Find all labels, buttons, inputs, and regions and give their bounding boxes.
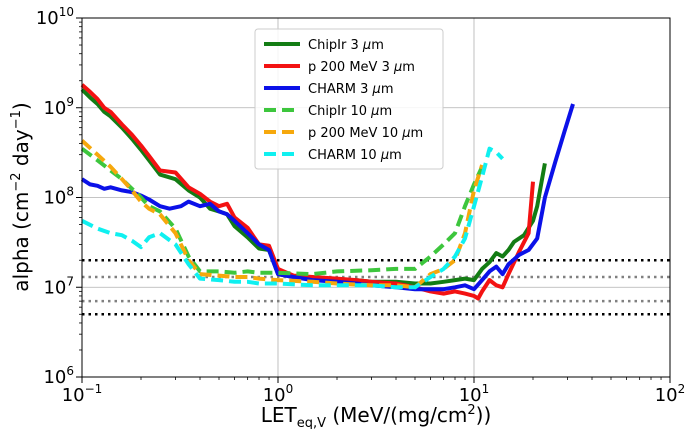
x-tick-label: 101 <box>459 382 490 406</box>
legend-label: CHARM 10 μm <box>308 148 402 163</box>
series-line <box>80 147 484 277</box>
legend-label: ChipIr 3 μm <box>308 38 384 53</box>
y-tick-label: 106 <box>43 364 74 388</box>
y-tick-label: 109 <box>43 95 74 119</box>
series-line <box>80 103 575 292</box>
series-line <box>80 139 485 290</box>
series-line <box>81 146 505 290</box>
x-tick-label: 102 <box>655 382 686 406</box>
y-tick-label: 1010 <box>36 5 74 29</box>
y-tick-label: 107 <box>43 274 74 298</box>
legend-label: p 200 MeV 10 μm <box>308 126 423 141</box>
reference-lines <box>82 258 670 316</box>
series-lines <box>80 83 575 301</box>
legend-label: ChipIr 10 μm <box>308 104 392 119</box>
y-tick-label: 108 <box>43 185 74 209</box>
legend-box <box>254 28 444 170</box>
legend: ChipIr 3 μm p 200 MeV 3 μm CHARM 3 μm ChipI… <box>254 28 444 170</box>
axis-ticks: 10−1 100 101 102 106 107 108 109 1010 <box>36 5 685 406</box>
x-tick-label: 10−1 <box>62 382 103 406</box>
y-axis-label: alpha (cm−2 day−1) <box>9 102 33 291</box>
legend-label: p 200 MeV 3 μm <box>308 60 415 75</box>
legend-label: CHARM 3 μm <box>308 82 393 97</box>
x-tick-label: 100 <box>263 382 294 406</box>
x-axis-label: LETeq,V (MeV/(mg/cm2)) <box>261 403 492 429</box>
